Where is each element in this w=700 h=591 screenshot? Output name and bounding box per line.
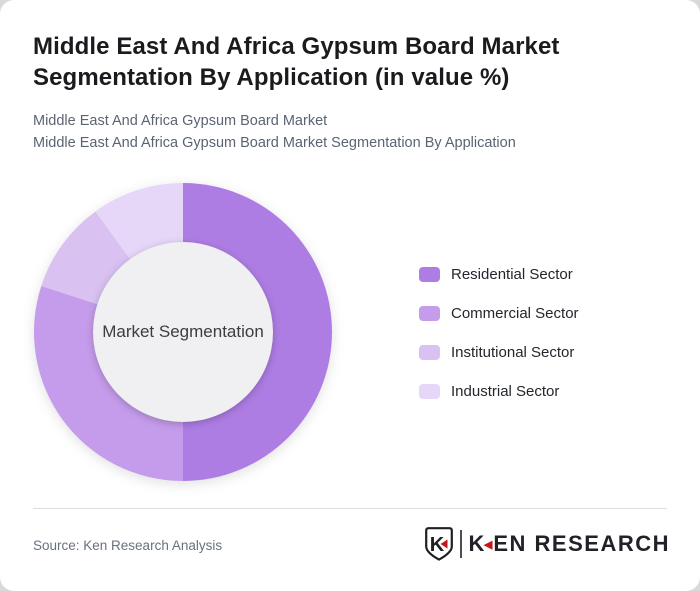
- chart-title: Middle East And Africa Gypsum Board Mark…: [33, 31, 673, 93]
- shield-k-icon: K: [424, 527, 453, 561]
- legend-label: Institutional Sector: [451, 343, 575, 361]
- legend-swatch: [419, 266, 440, 282]
- chart-legend: Residential Sector Commercial Sector Insti…: [419, 266, 579, 422]
- legend-swatch: [419, 344, 440, 360]
- legend-item-industrial-sector: Industrial Sector: [419, 382, 579, 400]
- legend-swatch: [419, 305, 440, 321]
- legend-item-institutional-sector: Institutional Sector: [419, 343, 579, 361]
- legend-item-commercial-sector: Commercial Sector: [419, 304, 579, 322]
- footer-divider: [33, 508, 667, 509]
- chart-subtitle-line2: Middle East And Africa Gypsum Board Mark…: [33, 134, 516, 151]
- ken-research-logo: K K ◀ EN RESEARCH: [424, 527, 671, 561]
- legend-item-residential-sector: Residential Sector: [419, 265, 579, 283]
- chart-subtitle-line1: Middle East And Africa Gypsum Board Mark…: [33, 113, 328, 129]
- logo-wordmark: K ◀ EN RESEARCH: [469, 531, 671, 557]
- donut-chart: Market Segmentation: [33, 182, 333, 482]
- red-triangle-icon: ◀: [483, 539, 493, 551]
- chart-title-line2: Segmentation By Application (in value %): [33, 64, 510, 91]
- logo-separator: [459, 530, 462, 558]
- chart-subtitle: Middle East And Africa Gypsum Board Mark…: [33, 111, 673, 154]
- logo-text-rest: EN RESEARCH: [493, 531, 670, 556]
- svg-text:K: K: [429, 534, 444, 556]
- logo-letter-k: K: [468, 531, 486, 556]
- legend-label: Commercial Sector: [451, 304, 579, 322]
- donut-hole: [93, 242, 273, 422]
- donut-chart-svg: [33, 183, 332, 481]
- legend-swatch: [419, 383, 440, 399]
- source-note: Source: Ken Research Analysis: [33, 538, 223, 553]
- chart-title-line1: Middle East And Africa Gypsum Board Mark…: [33, 33, 560, 60]
- legend-label: Industrial Sector: [451, 382, 560, 400]
- legend-label: Residential Sector: [451, 265, 573, 283]
